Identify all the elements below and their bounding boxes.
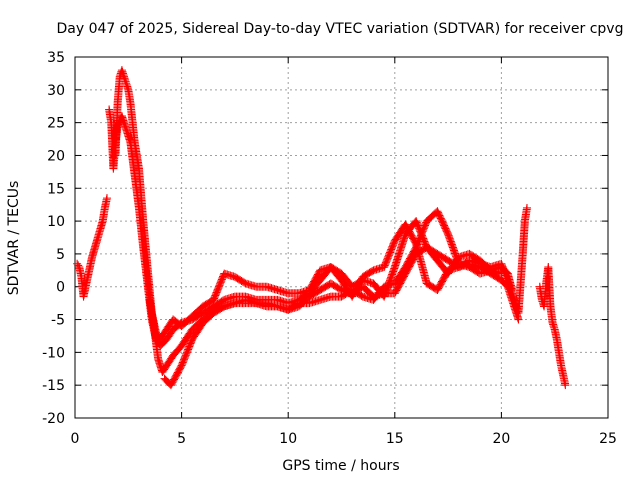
x-tick-label: 20: [492, 431, 510, 447]
chart-title: Day 047 of 2025, Sidereal Day-to-day VTE…: [57, 21, 624, 37]
y-tick-label: 0: [56, 280, 65, 296]
y-tick-label: -10: [42, 345, 65, 361]
x-axis-label: GPS time / hours: [282, 458, 399, 474]
y-tick-label: 10: [47, 214, 65, 230]
series-track-4: [160, 243, 523, 390]
y-tick-label: -20: [42, 411, 65, 427]
x-tick-label: 15: [386, 431, 404, 447]
x-tick-label: 5: [177, 431, 186, 447]
grid: [75, 57, 608, 418]
x-tick-label: 25: [599, 431, 617, 447]
tick-labels: 0 5 10 15 20 25 -20 -15 -10 -5 0 5 10 15 20 25 30 35: [42, 50, 617, 447]
data-point: [522, 203, 531, 212]
data-point: [74, 261, 83, 270]
series-track-3: [145, 207, 506, 377]
y-axis-label: SDTVAR / TECUs: [6, 181, 22, 296]
y-tick-label: -15: [42, 378, 65, 394]
y-tick-label: 30: [47, 83, 65, 99]
plot-frame: [74, 56, 609, 419]
x-tick-label: 10: [279, 431, 297, 447]
x-tick-label: 0: [71, 431, 80, 447]
y-tick-label: 25: [47, 116, 65, 132]
y-tick-label: 5: [56, 247, 65, 263]
data-point: [102, 194, 111, 203]
y-tick-label: 15: [47, 181, 65, 197]
series-track-2: [111, 66, 517, 344]
y-tick-label: 35: [47, 50, 65, 66]
data-point: [514, 315, 523, 324]
data-markers: [73, 66, 570, 390]
y-tick-label: -5: [51, 313, 65, 329]
data-point: [561, 381, 570, 390]
axis-ticks: [74, 56, 609, 419]
series-track-5: [535, 263, 570, 390]
y-tick-label: 20: [47, 148, 65, 164]
